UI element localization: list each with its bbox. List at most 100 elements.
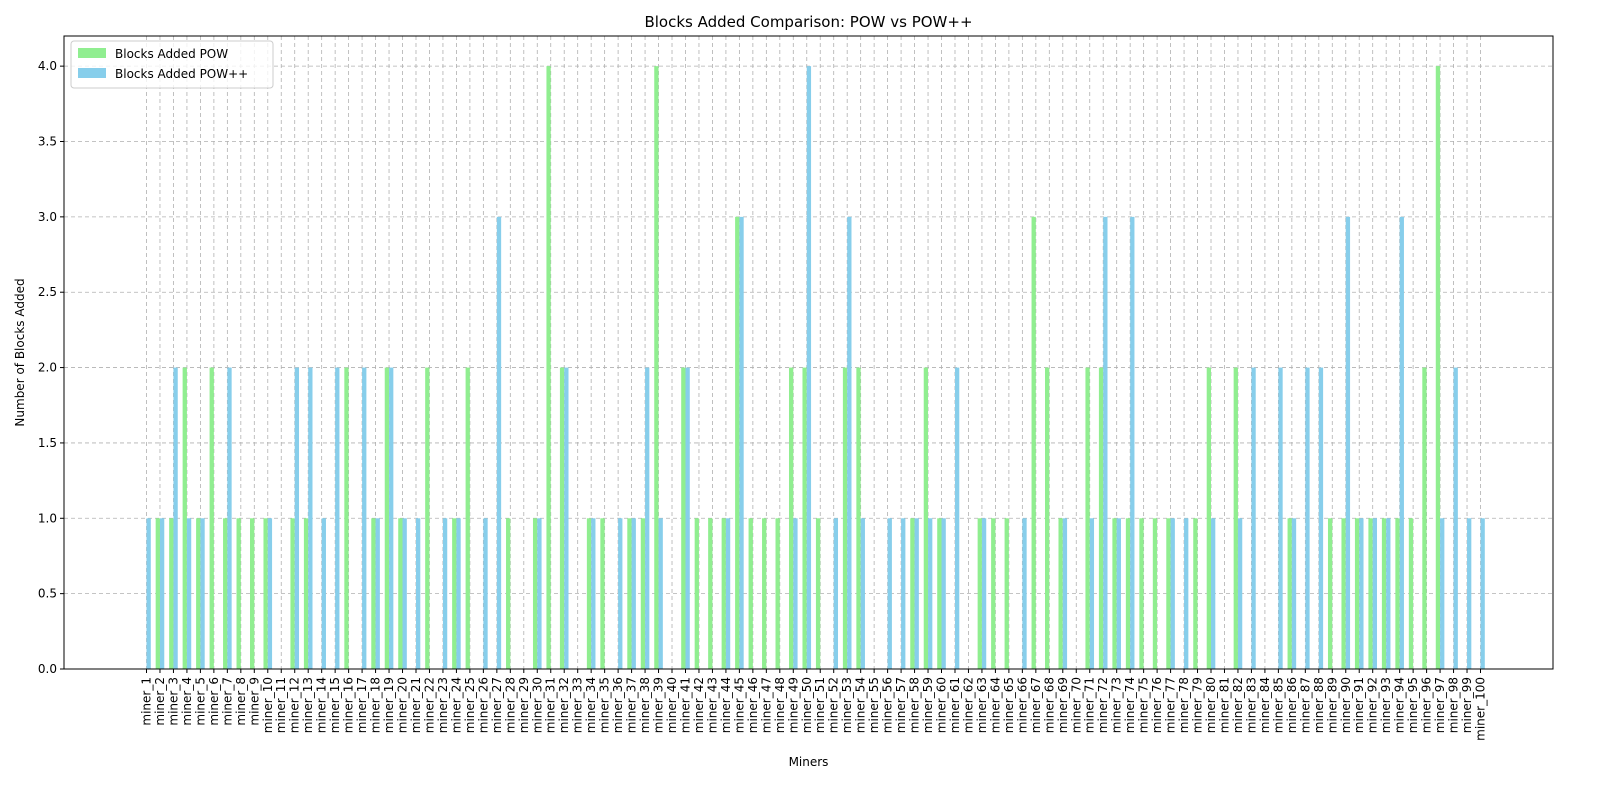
bar-pow-miner_75 (1139, 518, 1144, 669)
bar-pow-miner_90 (1341, 518, 1346, 669)
x-tick-label: miner_86 (1285, 677, 1299, 733)
bar-pow-miner_8 (236, 518, 241, 669)
bar-powpp-miner_92 (1372, 518, 1378, 669)
x-tick-label: miner_17 (355, 677, 369, 733)
x-tick-label: miner_74 (1123, 677, 1137, 733)
bar-powpp-miner_60 (941, 518, 946, 669)
bar-pow-miner_18 (371, 518, 376, 669)
bar-powpp-miner_24 (456, 518, 461, 669)
x-tick-label: miner_94 (1393, 677, 1407, 733)
x-tick-label: miner_20 (396, 677, 410, 733)
bar-pow-miner_41 (681, 367, 686, 669)
y-tick-label: 2.5 (38, 285, 57, 299)
bar-pow-miner_64 (991, 518, 996, 669)
x-tick-label: miner_89 (1325, 677, 1339, 733)
bar-pow-miner_43 (708, 518, 713, 669)
legend-label-pow: Blocks Added POW (115, 47, 228, 61)
x-tick-label: miner_26 (476, 677, 490, 733)
bar-pow-miner_54 (856, 367, 861, 669)
bar-powpp-miner_7 (227, 367, 232, 669)
bar-pow-miner_22 (425, 367, 430, 669)
bar-powpp-miner_21 (415, 518, 421, 669)
x-tick-label: miner_69 (1056, 677, 1070, 733)
bar-pow-miner_19 (384, 367, 390, 669)
bar-pow-miner_39 (654, 66, 659, 669)
bar-powpp-miner_72 (1103, 216, 1108, 669)
x-tick-label: miner_82 (1231, 677, 1245, 733)
y-tick-label: 3.0 (38, 210, 57, 224)
bar-pow-miner_89 (1327, 518, 1333, 669)
x-tick-label: miner_46 (746, 677, 760, 733)
bar-pow-miner_53 (842, 367, 848, 669)
x-tick-label: miner_62 (961, 677, 975, 733)
y-tick-label: 0.0 (38, 662, 57, 676)
bar-pow-miner_48 (775, 518, 780, 669)
bar-pow-miner_31 (546, 66, 551, 669)
x-tick-label: miner_75 (1137, 677, 1151, 733)
bar-powpp-miner_90 (1345, 216, 1351, 669)
bar-powpp-miner_71 (1089, 518, 1095, 669)
x-tick-label: miner_18 (369, 677, 383, 733)
x-tick-label: miner_91 (1352, 677, 1366, 733)
x-tick-label: miner_4 (180, 677, 194, 726)
x-tick-label: miner_31 (544, 677, 558, 733)
bar-powpp-miner_91 (1359, 518, 1364, 669)
x-tick-label: miner_25 (463, 677, 477, 733)
bar-powpp-miner_26 (483, 518, 488, 669)
bar-pow-miner_68 (1045, 367, 1050, 669)
x-tick-label: miner_9 (247, 677, 261, 726)
bar-powpp-miner_61 (954, 367, 960, 669)
bar-powpp-miner_10 (267, 518, 273, 669)
bar-pow-miner_71 (1085, 367, 1090, 669)
bar-powpp-miner_30 (537, 518, 542, 669)
x-tick-label: miner_12 (288, 677, 302, 733)
x-tick-label: miner_14 (315, 677, 329, 733)
y-tick-label: 0.5 (38, 587, 57, 601)
x-tick-label: miner_39 (652, 677, 666, 733)
bar-powpp-miner_45 (739, 216, 744, 669)
bar-powpp-miner_99 (1467, 518, 1472, 669)
bar-pow-miner_9 (249, 518, 255, 669)
plot-area-frame (63, 35, 1554, 670)
x-tick-label: miner_36 (611, 677, 625, 733)
legend: Blocks Added POW Blocks Added POW++ (70, 40, 274, 89)
x-tick-label: miner_57 (894, 677, 908, 733)
x-tick-label: miner_15 (328, 677, 342, 733)
bar-powpp-miner_77 (1170, 518, 1175, 669)
bar-pow-miner_77 (1166, 518, 1171, 669)
bar-powpp-miner_52 (833, 518, 839, 669)
bar-powpp-miner_58 (914, 518, 919, 669)
x-tick-label: miner_27 (490, 677, 504, 733)
y-tick-label: 4.0 (38, 59, 57, 73)
bar-pow-miner_47 (762, 518, 767, 669)
bar-pow-miner_5 (196, 518, 201, 669)
bar-pow-miner_65 (1004, 518, 1009, 669)
bar-pow-miner_95 (1408, 518, 1414, 669)
x-tick-label: miner_23 (436, 677, 450, 733)
x-tick-label: miner_19 (382, 677, 396, 733)
bar-pow-miner_35 (600, 518, 605, 669)
x-axis-title: Miners (789, 755, 829, 769)
bar-powpp-miner_93 (1386, 518, 1391, 669)
bar-powpp-miner_98 (1453, 367, 1458, 669)
y-axis-title: Number of Blocks Added (13, 278, 27, 426)
bar-pow-miner_94 (1395, 518, 1400, 669)
x-tick-label: miner_65 (1002, 677, 1016, 733)
x-tick-label: miner_72 (1096, 677, 1110, 733)
bar-powpp-miner_37 (631, 518, 636, 669)
x-tick-label: miner_6 (207, 677, 221, 726)
bar-powpp-miner_23 (442, 518, 448, 669)
bar-powpp-miner_1 (146, 518, 151, 669)
bar-powpp-miner_18 (375, 518, 380, 669)
bar-powpp-miner_66 (1022, 518, 1027, 669)
x-tick-label: miner_68 (1042, 677, 1056, 733)
bar-pow-miner_24 (452, 518, 457, 669)
x-tick-label: miner_42 (692, 677, 706, 733)
bar-pow-miner_6 (209, 367, 214, 669)
x-tick-label: miner_49 (786, 677, 800, 733)
x-tick-label: miner_98 (1447, 677, 1461, 733)
bar-powpp-miner_80 (1211, 518, 1216, 669)
bar-pow-miner_51 (815, 518, 821, 669)
x-tick-label: miner_76 (1150, 677, 1164, 733)
x-tick-label: miner_37 (625, 677, 639, 733)
